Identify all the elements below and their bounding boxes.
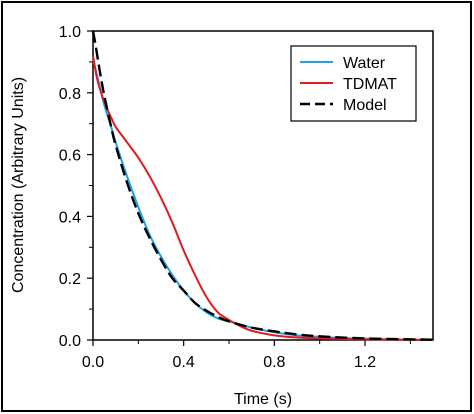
y-tick-label: 0.2 xyxy=(59,271,81,288)
legend-label-model: Model xyxy=(343,97,387,114)
x-tick-label: 0.0 xyxy=(82,354,104,371)
series-line-tdmat xyxy=(92,55,434,341)
y-tick-label: 0.0 xyxy=(59,333,81,350)
x-axis-title: Time (s) xyxy=(234,391,292,408)
x-tick-label: 1.2 xyxy=(354,354,376,371)
legend-label-tdmat: TDMAT xyxy=(343,76,397,93)
series-layer xyxy=(91,30,434,341)
series-line-model xyxy=(91,30,434,341)
y-tick-label: 0.6 xyxy=(59,148,81,165)
legend: Water TDMAT Model xyxy=(290,45,417,122)
x-tick-label: 0.8 xyxy=(263,354,285,371)
y-tick-label: 0.4 xyxy=(59,209,81,226)
legend-items: Water TDMAT Model xyxy=(300,55,397,114)
y-tick-label: 1.0 xyxy=(59,24,81,41)
y-axis-title: Concentration (Arbitrary Units) xyxy=(10,77,27,293)
ticks-layer: 0.0 0.4 0.8 1.2 0.0 0.2 0.4 0.6 0.8 1.0 xyxy=(59,24,411,371)
y-tick-label: 0.8 xyxy=(59,86,81,103)
legend-label-water: Water xyxy=(343,55,386,72)
x-tick-label: 0.4 xyxy=(173,354,195,371)
